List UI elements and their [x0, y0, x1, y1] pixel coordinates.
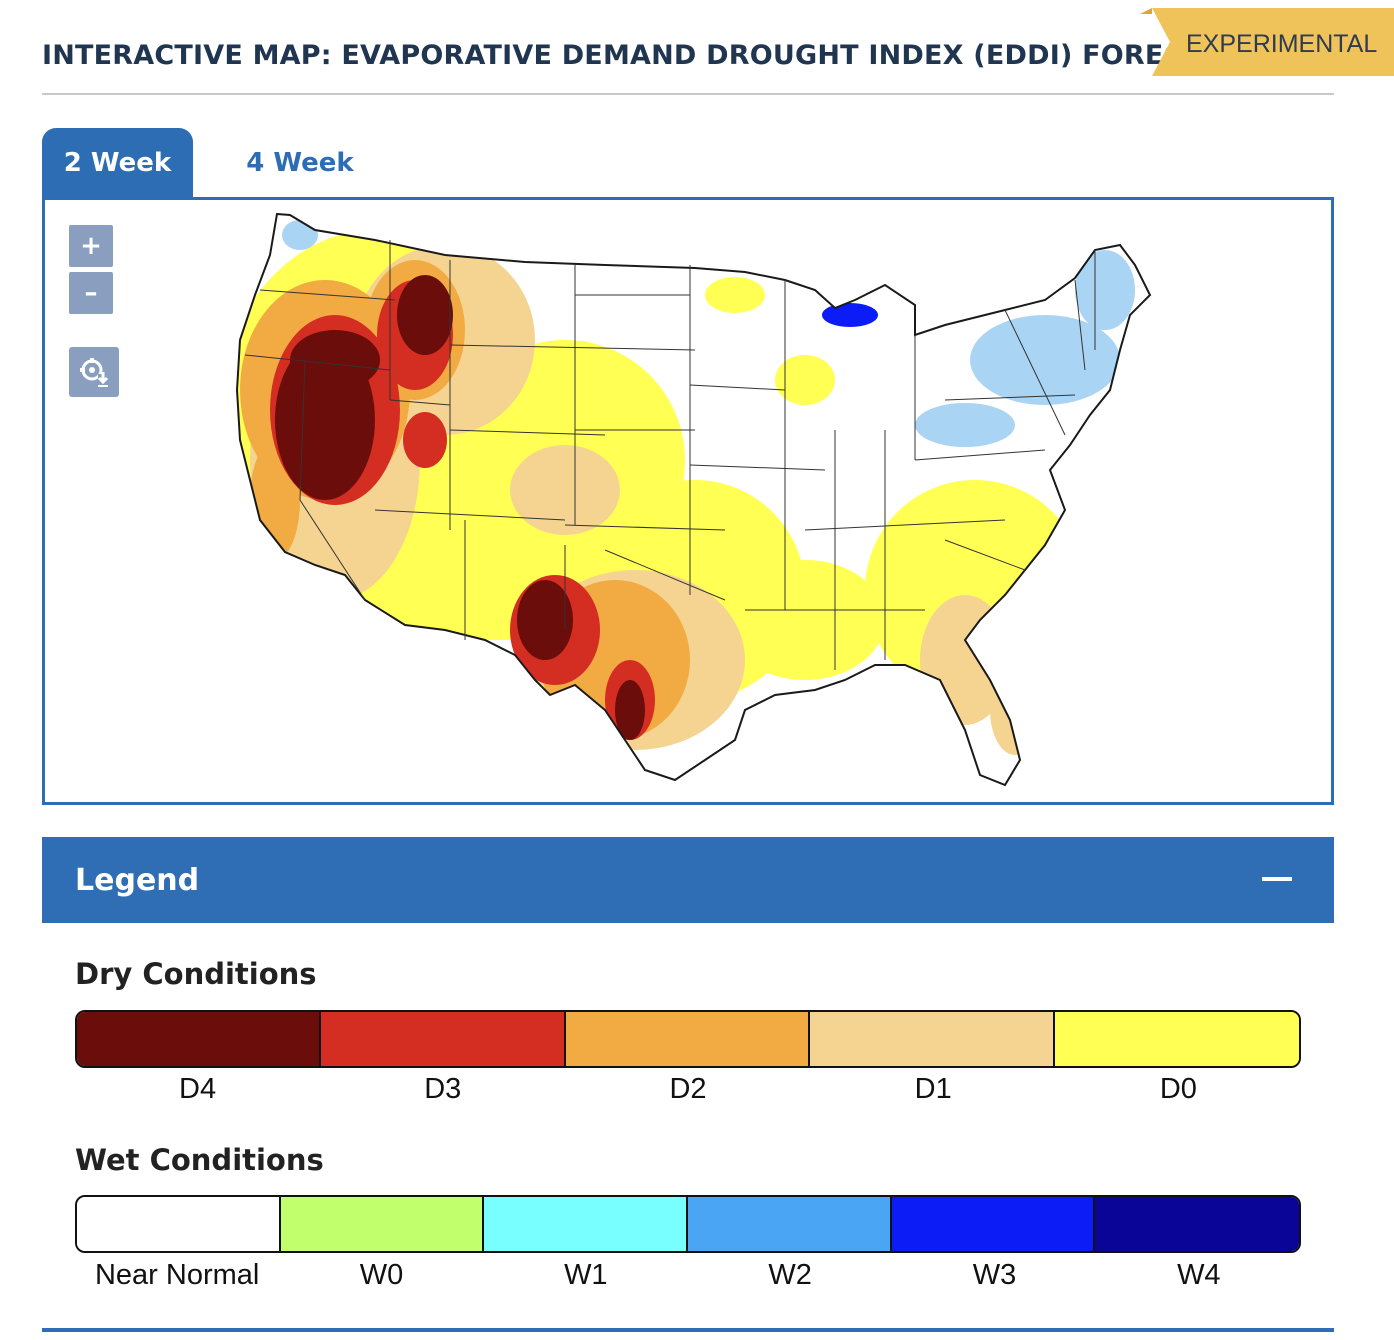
wet-label-near-normal: Near Normal [94, 1259, 260, 1291]
dry-conditions-title: Dry Conditions [75, 957, 317, 991]
wet-swatch-w0 [280, 1197, 485, 1251]
experimental-badge-label: EXPERIMENTAL [1186, 30, 1378, 58]
dry-label-d1: D1 [914, 1073, 952, 1105]
wet-swatch-w3 [891, 1197, 1096, 1251]
dry-swatch-d0 [1054, 1012, 1299, 1066]
page-title: INTERACTIVE MAP: EVAPORATIVE DEMAND DROU… [42, 40, 1263, 71]
drought-shading [237, 220, 1135, 755]
wet-swatch-w2 [687, 1197, 892, 1251]
dry-label-d4: D4 [179, 1073, 217, 1105]
zoom-out-button[interactable]: – [69, 272, 113, 314]
title-divider [42, 93, 1334, 95]
eddi-map[interactable] [45, 200, 1331, 802]
tab-2-week[interactable]: 2 Week [42, 128, 193, 198]
wet-label-w2: W2 [768, 1259, 812, 1291]
state-borders [244, 240, 1096, 670]
tab-4-week[interactable]: 4 Week [246, 148, 354, 178]
bottom-divider [42, 1328, 1334, 1332]
map-panel[interactable]: + – [42, 197, 1334, 805]
dry-label-d2: D2 [669, 1073, 707, 1105]
us-outline [235, 212, 1152, 787]
download-icon [80, 358, 109, 387]
legend-title: Legend [75, 863, 200, 898]
wet-label-w1: W1 [564, 1259, 608, 1291]
dry-label-d0: D0 [1159, 1073, 1197, 1105]
experimental-badge: EXPERIMENTAL [1140, 8, 1394, 76]
wet-label-w0: W0 [359, 1259, 404, 1291]
dry-swatch-d3 [321, 1012, 566, 1066]
wet-swatch-near-normal [77, 1197, 281, 1251]
dry-swatch-d4 [77, 1012, 322, 1066]
wet-scale [75, 1195, 1301, 1253]
dry-scale [75, 1010, 1301, 1068]
zoom-in-button[interactable]: + [69, 225, 113, 267]
dry-swatch-d1 [810, 1012, 1055, 1066]
wet-swatch-w1 [484, 1197, 688, 1251]
download-button[interactable] [69, 347, 119, 397]
dry-swatch-d2 [565, 1012, 811, 1066]
wet-conditions-title: Wet Conditions [75, 1143, 324, 1177]
dry-label-d3: D3 [424, 1073, 462, 1105]
legend-header[interactable]: Legend [42, 837, 1334, 923]
wet-swatch-w4 [1095, 1197, 1299, 1251]
wet-label-w3: W3 [972, 1259, 1017, 1291]
wet-label-w4: W4 [1177, 1259, 1221, 1291]
minus-icon[interactable] [1262, 877, 1292, 881]
